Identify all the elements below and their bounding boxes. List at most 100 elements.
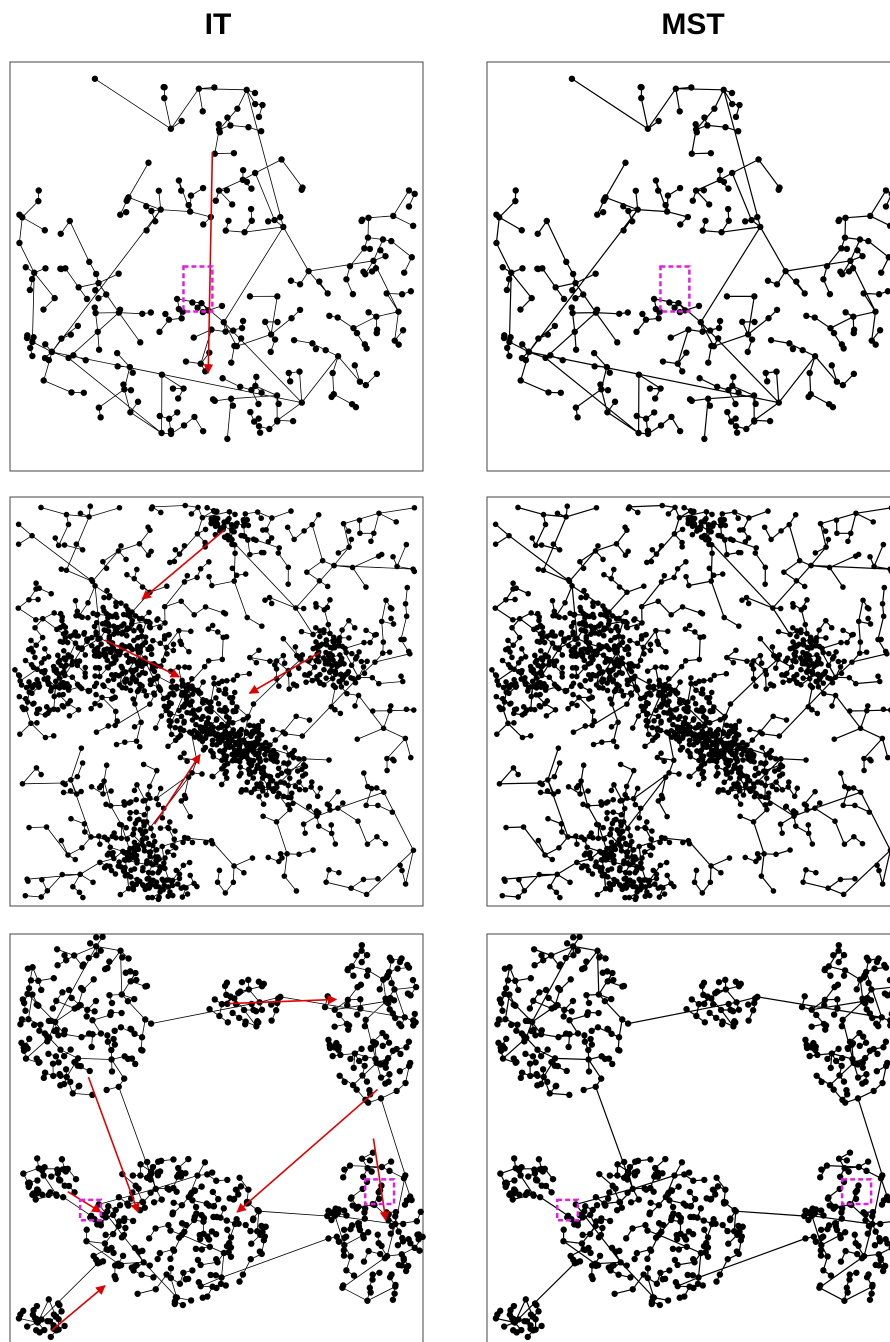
node bbox=[680, 839, 686, 846]
node bbox=[535, 662, 541, 669]
node bbox=[104, 587, 110, 594]
node bbox=[303, 679, 309, 685]
node bbox=[710, 731, 716, 738]
node bbox=[61, 1322, 68, 1330]
node bbox=[654, 754, 661, 761]
node bbox=[68, 654, 75, 660]
node bbox=[723, 670, 730, 677]
node bbox=[355, 674, 362, 681]
node bbox=[291, 536, 297, 543]
node bbox=[16, 672, 23, 679]
node bbox=[142, 639, 149, 646]
node bbox=[719, 1221, 726, 1229]
node bbox=[223, 187, 231, 194]
node bbox=[516, 615, 523, 622]
node bbox=[539, 635, 546, 641]
node bbox=[133, 796, 140, 803]
node bbox=[133, 1261, 140, 1269]
node bbox=[827, 972, 834, 979]
node bbox=[194, 1256, 202, 1264]
node bbox=[132, 1060, 139, 1068]
node bbox=[377, 247, 384, 254]
node bbox=[331, 644, 338, 651]
node bbox=[663, 648, 669, 655]
node bbox=[59, 989, 66, 996]
node bbox=[296, 851, 302, 858]
node bbox=[163, 1271, 170, 1278]
node bbox=[54, 1166, 61, 1173]
node bbox=[242, 511, 249, 517]
node bbox=[747, 726, 753, 733]
node bbox=[630, 879, 637, 885]
node bbox=[633, 894, 639, 901]
node bbox=[741, 218, 749, 225]
node bbox=[88, 642, 95, 649]
node bbox=[590, 603, 596, 610]
node bbox=[321, 1003, 329, 1011]
node bbox=[189, 717, 196, 723]
node bbox=[262, 772, 269, 779]
node bbox=[229, 699, 236, 706]
node bbox=[395, 1228, 402, 1235]
node bbox=[167, 711, 173, 718]
node bbox=[164, 651, 170, 657]
node bbox=[727, 749, 734, 755]
node bbox=[142, 634, 149, 640]
node bbox=[749, 1007, 757, 1014]
node bbox=[196, 1231, 203, 1239]
node bbox=[28, 720, 34, 727]
node bbox=[115, 1218, 123, 1225]
node bbox=[820, 649, 827, 656]
node bbox=[571, 328, 578, 335]
node bbox=[34, 676, 40, 683]
node bbox=[99, 1258, 107, 1265]
node bbox=[854, 247, 861, 254]
node bbox=[240, 753, 247, 760]
node bbox=[552, 707, 559, 713]
node bbox=[712, 1014, 720, 1022]
node bbox=[189, 299, 196, 306]
node bbox=[674, 360, 681, 367]
node bbox=[577, 558, 583, 565]
node bbox=[595, 623, 602, 629]
node bbox=[222, 708, 228, 715]
node bbox=[674, 565, 681, 572]
node bbox=[389, 756, 396, 763]
node bbox=[380, 789, 387, 795]
node bbox=[269, 777, 276, 784]
node bbox=[366, 1157, 374, 1164]
node bbox=[569, 286, 576, 294]
node bbox=[786, 340, 793, 347]
node bbox=[377, 1074, 385, 1081]
node bbox=[580, 1086, 587, 1094]
node bbox=[359, 1072, 366, 1079]
node bbox=[145, 791, 151, 798]
node bbox=[813, 1072, 820, 1079]
node bbox=[826, 1081, 834, 1089]
node bbox=[722, 522, 729, 529]
node bbox=[187, 192, 195, 199]
node bbox=[614, 1172, 621, 1179]
node bbox=[252, 1008, 260, 1015]
node bbox=[105, 723, 112, 729]
node bbox=[55, 652, 61, 659]
node bbox=[775, 628, 782, 635]
node bbox=[503, 286, 511, 294]
node bbox=[762, 581, 768, 587]
node bbox=[195, 707, 202, 713]
node bbox=[722, 976, 729, 984]
node bbox=[125, 955, 132, 962]
node bbox=[708, 863, 714, 869]
node bbox=[823, 544, 829, 550]
node bbox=[77, 871, 83, 878]
node bbox=[527, 975, 535, 982]
node bbox=[210, 1213, 217, 1221]
node bbox=[779, 763, 786, 770]
node bbox=[126, 363, 134, 371]
node bbox=[539, 624, 546, 631]
node bbox=[274, 418, 281, 425]
node bbox=[386, 649, 393, 655]
node bbox=[299, 733, 306, 739]
node bbox=[104, 852, 111, 858]
node bbox=[226, 508, 233, 515]
